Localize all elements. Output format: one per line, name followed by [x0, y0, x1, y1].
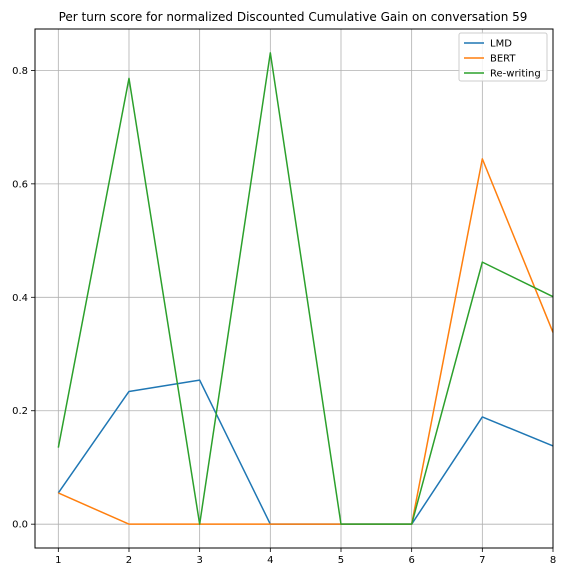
axis-ticks: 1 2 3 4 5 6 7 8 0.0 0.2 0.4 0.6 0.8 [12, 66, 556, 566]
legend: LMD BERT Re-writing [458, 32, 548, 82]
x-tick-label: 6 [408, 555, 414, 566]
plot-frame [34, 28, 554, 549]
legend-label-bert: BERT [490, 54, 516, 65]
y-tick-label: 0.2 [12, 406, 28, 417]
series-line-bert [58, 158, 554, 525]
x-tick-label: 8 [550, 555, 556, 566]
chart-title: Per turn score for normalized Discounted… [59, 10, 528, 24]
x-tick-label: 2 [126, 555, 132, 566]
series-line-lmd [57, 379, 554, 525]
x-tick-label: 7 [479, 555, 485, 566]
x-tick-label: 5 [338, 555, 344, 566]
y-tick-label: 0.4 [12, 293, 28, 304]
y-tick-label: 0.0 [12, 520, 28, 531]
series-line-re-writing [57, 52, 554, 525]
legend-label-re-writing: Re-writing [490, 69, 541, 80]
series-layer [57, 52, 554, 525]
x-tick-label: 3 [196, 555, 202, 566]
x-tick-label: 4 [267, 555, 273, 566]
y-tick-label: 0.6 [12, 179, 28, 190]
legend-box [458, 32, 548, 82]
legend-label-lmd: LMD [490, 39, 512, 50]
x-tick-label: 1 [55, 555, 61, 566]
y-tick-label: 0.8 [12, 66, 28, 77]
